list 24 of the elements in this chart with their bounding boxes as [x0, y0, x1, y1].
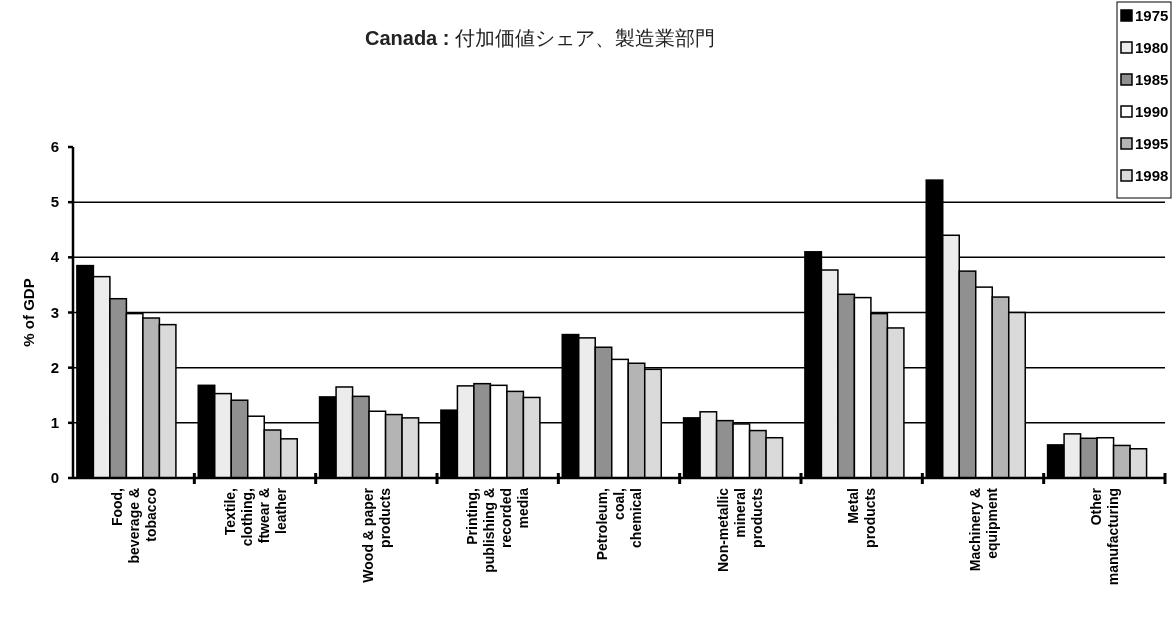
y-axis-title: % of GDP	[20, 278, 37, 347]
x-tick-label: Textile, clothing, ftwear & leather	[221, 487, 289, 547]
y-tick-label: 6	[50, 138, 59, 155]
x-tick-label: Non-metallic mineral products	[715, 487, 766, 573]
y-tick-label: 1	[50, 413, 59, 431]
x-tick-label: Wood & paper products	[359, 487, 393, 583]
legend-label: 1998	[1135, 167, 1169, 184]
x-tick-label: Other manufacturing	[1087, 487, 1121, 586]
legend-label: 1985	[1135, 71, 1169, 88]
y-tick-label: 0	[50, 469, 59, 486]
x-tick-label: Petroleum, coal, chemical	[594, 488, 644, 561]
y-tick-label: 2	[50, 358, 59, 376]
legend-label: 1980	[1135, 39, 1169, 56]
legend-label: 1975	[1135, 7, 1169, 24]
x-tick-label: Machinery & equipment	[966, 487, 1000, 572]
x-tick-label: Metal products	[845, 487, 879, 548]
y-tick-label: 3	[50, 303, 59, 321]
x-tick-label: Printing, publishing & recorded media	[464, 487, 532, 573]
x-tick-label: Food, beverage & tobacco	[108, 488, 159, 564]
y-tick-label: 5	[50, 193, 59, 211]
legend-label: 1995	[1135, 135, 1169, 152]
y-tick-label: 4	[50, 248, 60, 266]
chart-title: Canada : 付加価値シェア、製造業部門	[364, 27, 716, 49]
legend-label: 1990	[1135, 103, 1169, 120]
